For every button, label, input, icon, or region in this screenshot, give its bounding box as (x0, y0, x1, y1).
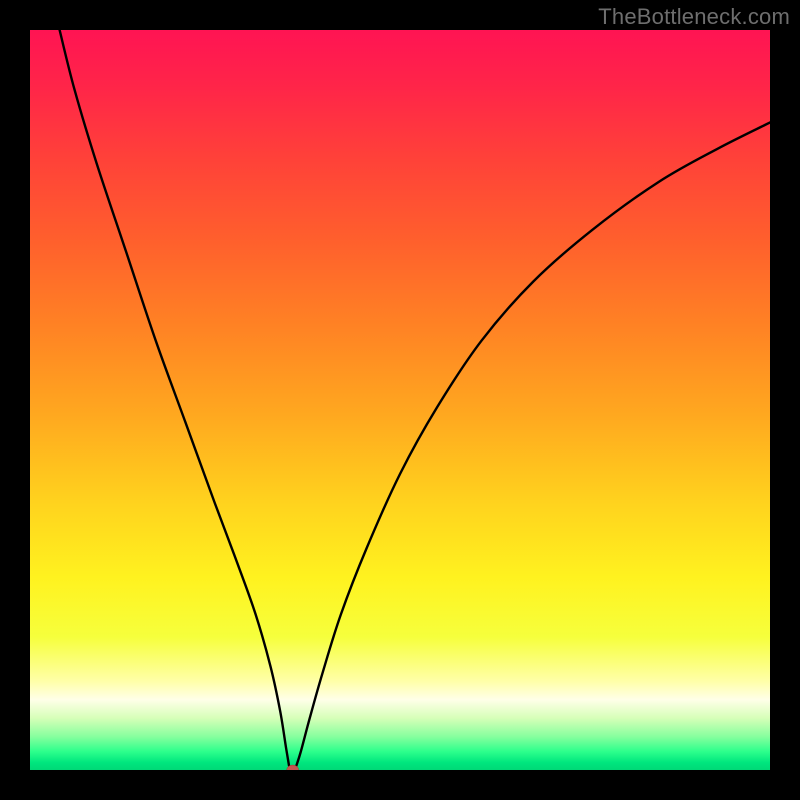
chart-container: { "watermark": { "text": "TheBottleneck.… (0, 0, 800, 800)
watermark-text: TheBottleneck.com (598, 4, 790, 30)
curve-right-branch (296, 123, 770, 766)
plot-area (30, 30, 770, 770)
curve-left-branch (60, 30, 289, 766)
curve-svg (30, 30, 770, 770)
